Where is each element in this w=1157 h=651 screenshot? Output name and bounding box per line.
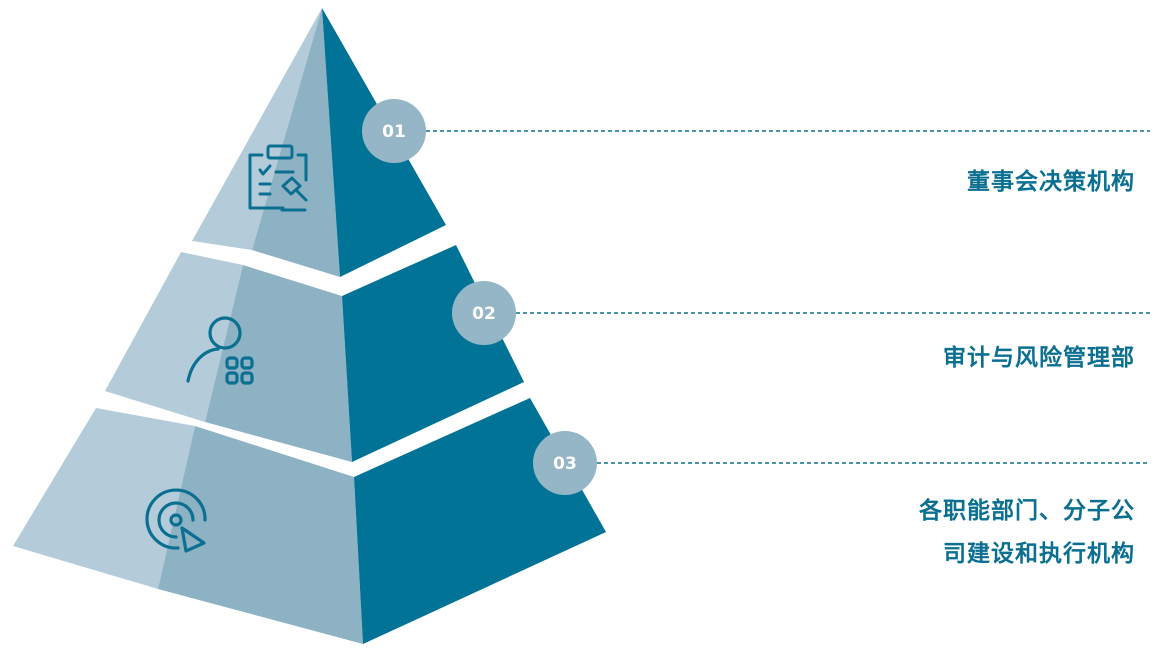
badge-02-text: 02 [472,304,496,324]
level-3-label: 各职能部门、分子公 司建设和执行机构 [919,490,1135,576]
level-3-label-line-2: 司建设和执行机构 [943,541,1135,567]
tier-3-light-face [13,408,195,589]
badge-01-text: 01 [382,122,406,142]
clipboard-gavel-icon [248,144,308,212]
level-2-label: 审计与风险管理部 [943,345,1135,371]
user-grid-icon [186,316,254,385]
badge-03: 03 [533,431,597,495]
badge-01: 01 [362,99,426,163]
tier-2-mid-face [205,265,352,462]
pyramid-tier-2 [105,245,524,462]
badge-03-text: 03 [553,454,577,474]
tier-2-light-face [105,252,243,422]
tier-1-mid-face [252,8,340,277]
badge-02: 02 [452,281,516,345]
target-cursor-icon [145,488,207,553]
tier-1-light-face [192,8,322,250]
level-3-label-line-1: 各职能部门、分子公 [919,498,1135,524]
tier-3-mid-face [158,426,363,644]
level-1-label: 董事会决策机构 [967,169,1135,195]
